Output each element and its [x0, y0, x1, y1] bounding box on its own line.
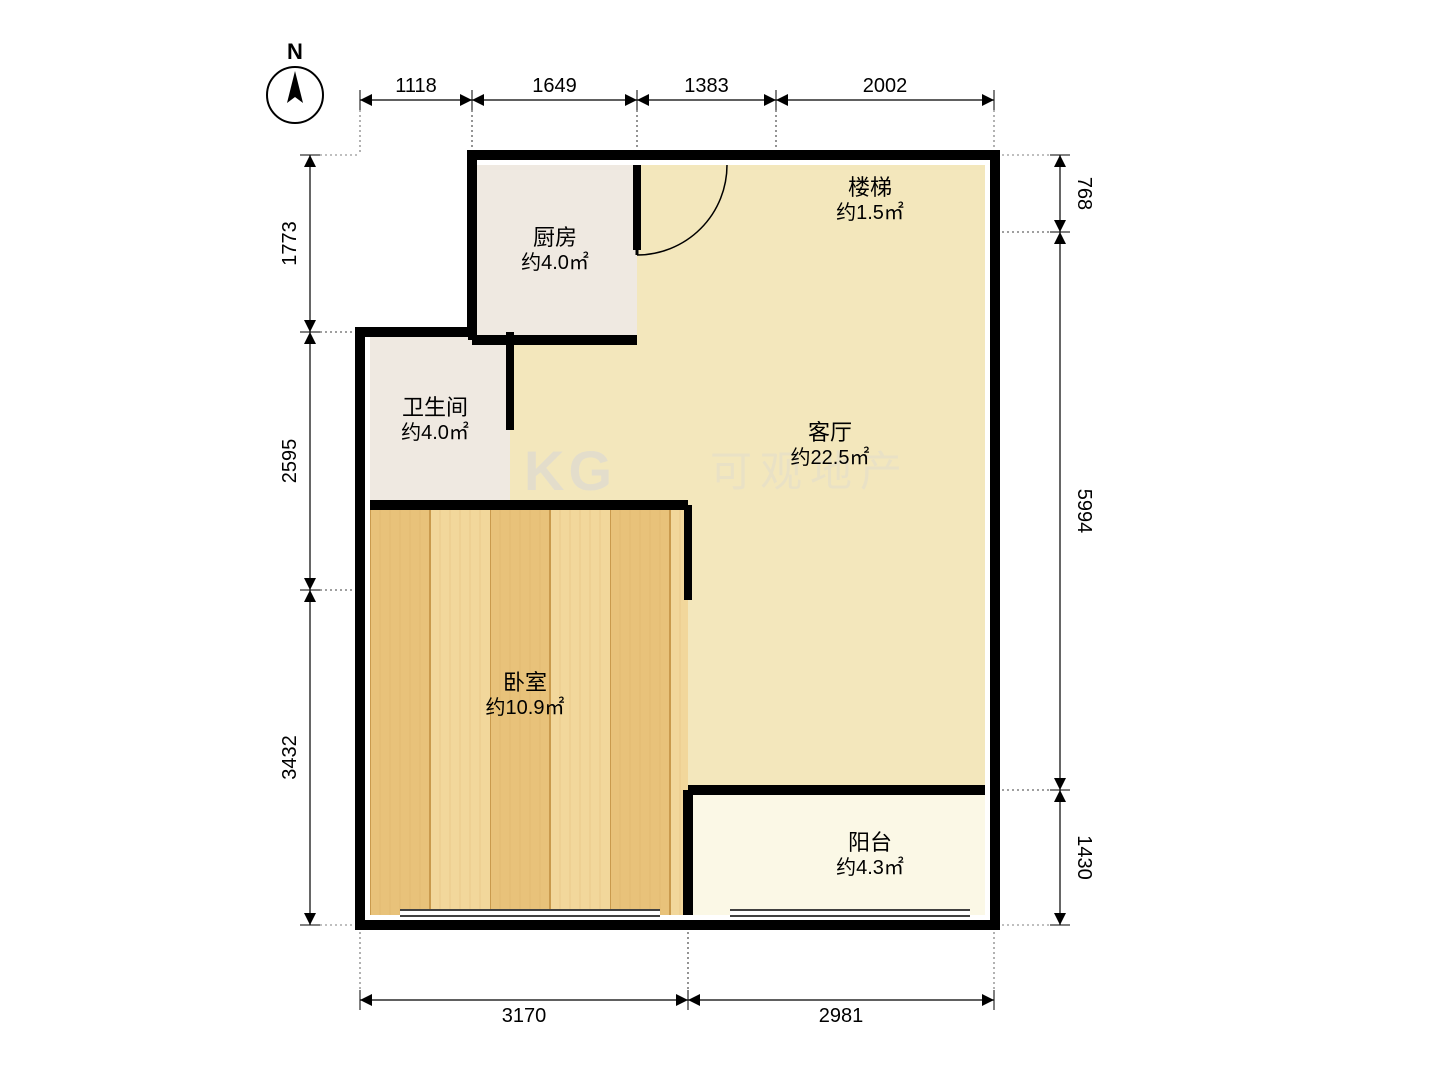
floorplan-canvas: KGKG可观地产楼梯约1.5㎡厨房约4.0㎡卫生间约4.0㎡客厅约22.5㎡卧室… — [0, 0, 1440, 1080]
dim-label: 3170 — [502, 1005, 547, 1027]
dim-label: 1430 — [1073, 835, 1095, 880]
room-name-bath: 卫生间 — [402, 395, 468, 420]
dim-label: 2981 — [819, 1005, 864, 1027]
dim-label: 5994 — [1073, 489, 1095, 534]
room-name-stairs: 楼梯 — [848, 175, 892, 200]
room-name-living: 客厅 — [808, 420, 852, 445]
room-area-stairs: 约1.5㎡ — [836, 200, 904, 224]
room-area-bedroom: 约10.9㎡ — [486, 695, 565, 719]
dim-label: 1773 — [279, 221, 301, 266]
dim-label: 1118 — [395, 75, 437, 97]
room-area-kitchen: 约4.0㎡ — [521, 250, 589, 274]
room-area-bath: 约4.0㎡ — [401, 420, 469, 444]
dim-label: 1383 — [684, 75, 729, 97]
dim-label: 1649 — [532, 75, 577, 97]
svg-text:N: N — [287, 39, 303, 64]
room-name-bedroom: 卧室 — [503, 670, 547, 695]
room-name-kitchen: 厨房 — [533, 225, 577, 250]
dim-label: 3432 — [279, 735, 301, 780]
svg-text:KG: KG — [524, 439, 616, 502]
room-area-living: 约22.5㎡ — [791, 445, 870, 469]
room-balcony — [688, 790, 985, 915]
dim-label: 2002 — [863, 75, 908, 97]
room-name-balcony: 阳台 — [848, 830, 892, 855]
room-area-balcony: 约4.3㎡ — [836, 855, 904, 879]
dim-label: 2595 — [279, 439, 301, 484]
dim-label: 768 — [1073, 177, 1095, 210]
